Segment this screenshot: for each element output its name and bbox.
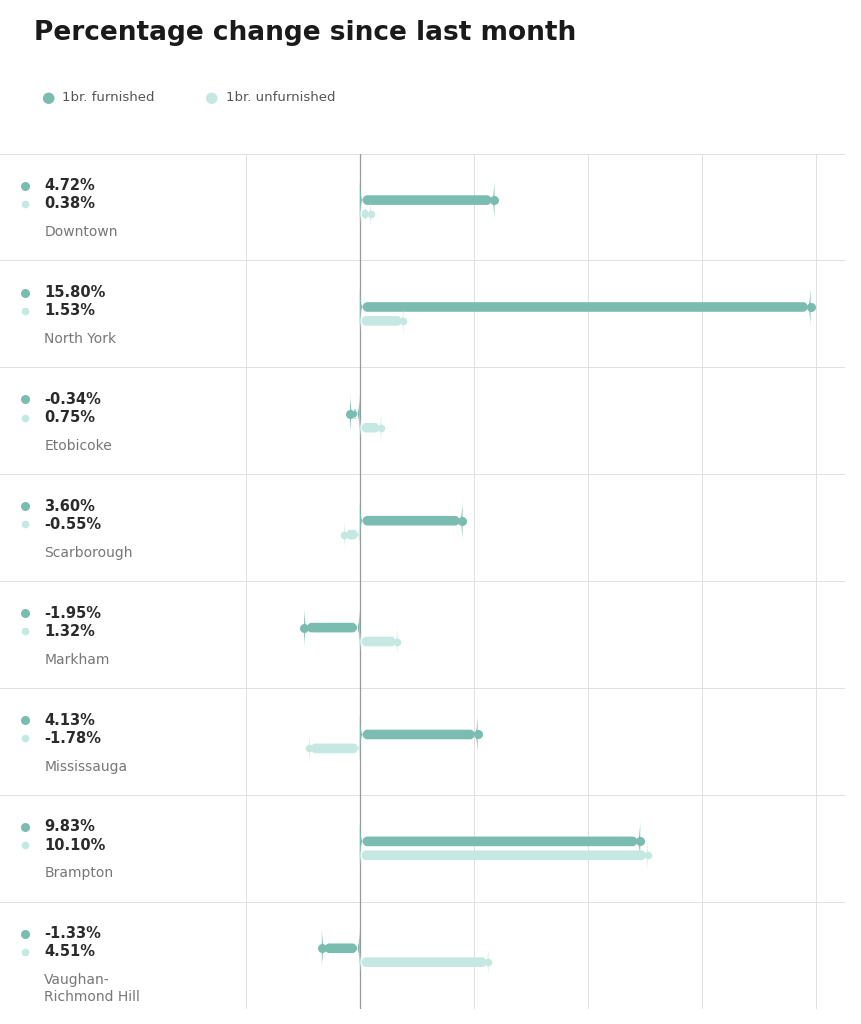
Text: -0.55%: -0.55%: [44, 517, 102, 532]
FancyBboxPatch shape: [321, 927, 359, 970]
Text: 4.13%: 4.13%: [44, 713, 95, 728]
FancyBboxPatch shape: [359, 625, 397, 658]
Text: Percentage change since last month: Percentage change since last month: [34, 20, 576, 46]
FancyBboxPatch shape: [344, 518, 359, 551]
FancyBboxPatch shape: [359, 839, 647, 871]
Text: 1.53%: 1.53%: [44, 303, 95, 318]
Text: 0.75%: 0.75%: [44, 410, 95, 425]
Text: Scarborough: Scarborough: [44, 546, 133, 560]
Text: 9.83%: 9.83%: [44, 819, 95, 835]
FancyBboxPatch shape: [359, 945, 488, 979]
Text: North York: North York: [44, 332, 116, 346]
Text: -1.33%: -1.33%: [44, 927, 101, 941]
Text: 4.51%: 4.51%: [44, 944, 95, 959]
Text: -1.95%: -1.95%: [44, 605, 101, 621]
FancyBboxPatch shape: [359, 198, 370, 230]
FancyBboxPatch shape: [359, 499, 462, 543]
Text: -1.78%: -1.78%: [44, 731, 101, 745]
Text: 1br. furnished: 1br. furnished: [62, 91, 154, 103]
Text: 10.10%: 10.10%: [44, 838, 106, 853]
FancyBboxPatch shape: [350, 392, 359, 436]
Text: 1.32%: 1.32%: [44, 624, 95, 639]
FancyBboxPatch shape: [359, 304, 403, 338]
Text: 15.80%: 15.80%: [44, 285, 106, 300]
Text: Downtown: Downtown: [44, 225, 118, 240]
Text: Brampton: Brampton: [44, 866, 113, 881]
FancyBboxPatch shape: [359, 819, 640, 863]
Text: Mississauga: Mississauga: [44, 760, 127, 773]
FancyBboxPatch shape: [359, 285, 809, 329]
Text: ●: ●: [40, 90, 54, 104]
FancyBboxPatch shape: [359, 178, 494, 222]
FancyBboxPatch shape: [359, 713, 477, 757]
Text: Etobicoke: Etobicoke: [44, 439, 112, 453]
Text: Markham: Markham: [44, 652, 109, 667]
Text: 4.72%: 4.72%: [44, 178, 95, 194]
FancyBboxPatch shape: [304, 606, 359, 649]
Text: Vaughan-
Richmond Hill: Vaughan- Richmond Hill: [44, 974, 140, 1004]
FancyBboxPatch shape: [359, 412, 381, 444]
Text: 0.38%: 0.38%: [44, 197, 95, 211]
Text: 3.60%: 3.60%: [44, 499, 95, 514]
Text: ●: ●: [204, 90, 218, 104]
Text: -0.34%: -0.34%: [44, 392, 101, 407]
FancyBboxPatch shape: [308, 732, 359, 765]
Text: 1br. unfurnished: 1br. unfurnished: [226, 91, 335, 103]
